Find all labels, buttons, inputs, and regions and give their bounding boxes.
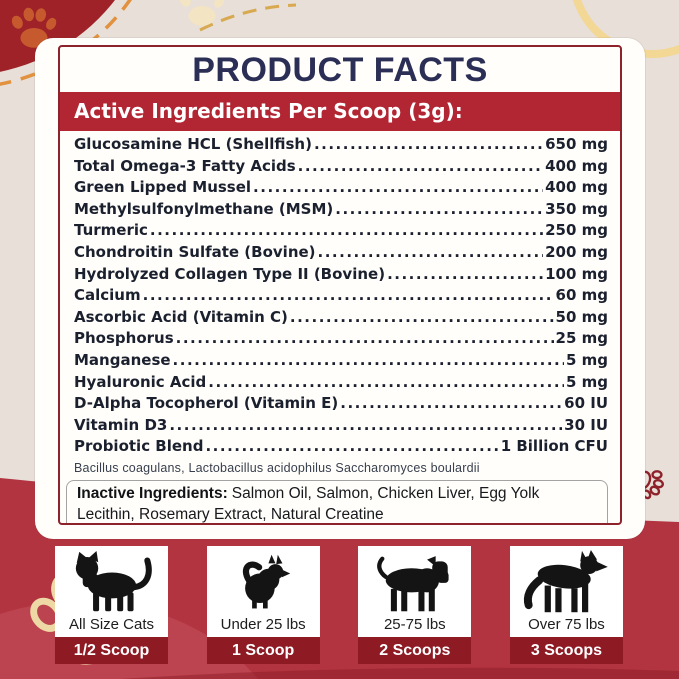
medium-dog-icon <box>376 556 449 612</box>
scoop-label: 2 Scoops <box>358 637 472 664</box>
inactive-ingredients-label: Inactive Ingredients: <box>77 484 228 502</box>
scoop-label: 1/2 Scoop <box>55 637 168 664</box>
inactive-ingredients-text: Salmon Oil, Salmon, Chicken Liver, Egg Y… <box>77 484 540 523</box>
weight-label: Over 75 lbs <box>528 616 605 633</box>
large-dog-icon <box>524 550 609 613</box>
ingredient-row: Chondroitin Sulfate (Bovine) 200 mg <box>74 242 608 264</box>
ingredient-amount: 5 mg <box>565 350 608 369</box>
active-ingredients-header: Active Ingredients Per Scoop (3g): <box>60 92 620 131</box>
ingredient-amount: 250 mg <box>545 221 608 240</box>
product-facts-border-box: PRODUCT FACTS Active Ingredients Per Sco… <box>58 45 622 525</box>
dot-leader <box>335 199 543 221</box>
ingredient-name: Total Omega-3 Fatty Acids <box>74 156 296 175</box>
dosage-card-large-dog: Over 75 lbs 3 Scoops <box>509 546 623 664</box>
ingredient-row: Ascorbic Acid (Vitamin C) 50 mg <box>74 307 608 329</box>
ingredient-row: Turmeric 250 mg <box>74 220 608 242</box>
gold-dashes-decoration <box>199 3 297 32</box>
ingredient-name: Hydrolyzed Collagen Type II (Bovine) <box>74 264 386 283</box>
gold-ring-decoration <box>572 0 679 58</box>
cat-icon <box>75 551 152 612</box>
ingredient-amount: 650 mg <box>545 135 608 153</box>
product-facts-card: PRODUCT FACTS Active Ingredients Per Sco… <box>35 38 645 539</box>
weight-label: Under 25 lbs <box>220 616 306 633</box>
ingredient-amount: 60 mg <box>555 286 608 305</box>
weight-label: 25-75 lbs <box>383 616 446 633</box>
ingredient-name: Ascorbic Acid (Vitamin C) <box>74 307 288 326</box>
dosage-card-medium-dog: 25-75 lbs 2 Scoops <box>358 546 472 664</box>
dot-leader <box>298 156 543 178</box>
ingredient-name: Methylsulfonylmethane (MSM) <box>74 199 334 218</box>
ingredient-amount: 400 mg <box>545 178 608 197</box>
dosage-card-small-dog: Under 25 lbs 1 Scoop <box>206 546 320 664</box>
bottom-dark-strip <box>120 667 679 679</box>
ingredient-amount: 200 mg <box>545 242 608 261</box>
dot-leader <box>290 307 554 329</box>
ingredient-name: Glucosamine HCL (Shellfish) <box>74 135 312 153</box>
ingredient-amount: 5 mg <box>565 372 608 391</box>
weight-label: All Size Cats <box>68 616 155 633</box>
dot-leader <box>387 264 543 286</box>
ingredient-name: Phosphorus <box>74 329 174 348</box>
small-dog-icon <box>243 554 291 609</box>
ingredient-name: Chondroitin Sulfate (Bovine) <box>74 242 316 261</box>
dot-leader <box>253 177 543 199</box>
ingredient-name: Vitamin D3 <box>74 415 168 434</box>
ingredient-row: Manganese 5 mg <box>74 350 608 372</box>
animal-figure <box>207 546 320 615</box>
dot-leader <box>143 285 554 307</box>
ingredient-name: Hyaluronic Acid <box>74 372 207 391</box>
ingredient-amount: 1 Billion CFU <box>500 437 608 456</box>
ingredient-name: Green Lipped Mussel <box>74 178 252 197</box>
ingredient-amount: 400 mg <box>545 156 608 175</box>
dot-leader <box>173 350 564 372</box>
animal-figure <box>358 546 471 615</box>
dot-leader <box>340 393 562 415</box>
animal-figure <box>510 546 623 615</box>
ingredient-row: Total Omega-3 Fatty Acids 400 mg <box>74 156 608 178</box>
ingredient-row: Green Lipped Mussel 400 mg <box>74 177 608 199</box>
ingredient-amount: 25 mg <box>555 329 608 348</box>
probiotic-strains-note: Bacillus coagulans, Lactobacillus acidop… <box>74 460 480 475</box>
ingredient-amount: 60 IU <box>564 394 608 413</box>
ingredient-name: Probiotic Blend <box>74 437 204 456</box>
dot-leader <box>169 415 562 437</box>
ingredient-row: Vitamin D3 30 IU <box>74 415 608 437</box>
ingredient-row: Calcium 60 mg <box>74 285 608 307</box>
ingredient-row: Methylsulfonylmethane (MSM) 350 mg <box>74 199 608 221</box>
dot-leader <box>314 134 543 156</box>
ingredient-amount: 350 mg <box>545 199 608 218</box>
paw-print-icon <box>177 0 227 26</box>
dot-leader <box>208 372 564 394</box>
ingredient-name: Manganese <box>74 350 171 369</box>
dosage-guide: All Size Cats 1/2 Scoop <box>55 546 623 664</box>
ingredient-row: Hydrolyzed Collagen Type II (Bovine) 100 … <box>74 264 608 286</box>
ingredient-row: D-Alpha Tocopherol (Vitamin E) 60 IU <box>74 393 608 415</box>
ingredient-name: Turmeric <box>74 221 148 240</box>
dot-leader <box>150 220 543 242</box>
dot-leader <box>318 242 544 264</box>
ingredient-row: Hyaluronic Acid 5 mg <box>74 372 608 394</box>
scoop-label: 3 Scoops <box>509 637 623 664</box>
ingredient-name: Calcium <box>74 286 141 305</box>
page-title: PRODUCT FACTS <box>192 51 488 89</box>
dot-leader <box>176 328 554 350</box>
ingredient-row: Glucosamine HCL (Shellfish) 650 mg <box>74 134 608 156</box>
ingredient-amount: 50 mg <box>555 307 608 326</box>
ingredient-row: Probiotic Blend 1 Billion CFU <box>74 436 608 458</box>
ingredient-amount: 100 mg <box>545 264 608 283</box>
inactive-ingredients-box: Inactive Ingredients: Salmon Oil, Salmon,… <box>66 479 608 523</box>
dosage-card-cat: All Size Cats 1/2 Scoop <box>55 546 168 664</box>
animal-figure <box>55 546 168 615</box>
scoop-label: 1 Scoop <box>206 637 320 664</box>
ingredient-amount: 30 IU <box>564 415 608 434</box>
ingredient-list: Glucosamine HCL (Shellfish) 650 mg Total … <box>74 134 608 458</box>
dot-leader <box>205 436 498 458</box>
ingredient-row: Phosphorus 25 mg <box>74 328 608 350</box>
ingredient-name: D-Alpha Tocopherol (Vitamin E) <box>74 394 339 413</box>
